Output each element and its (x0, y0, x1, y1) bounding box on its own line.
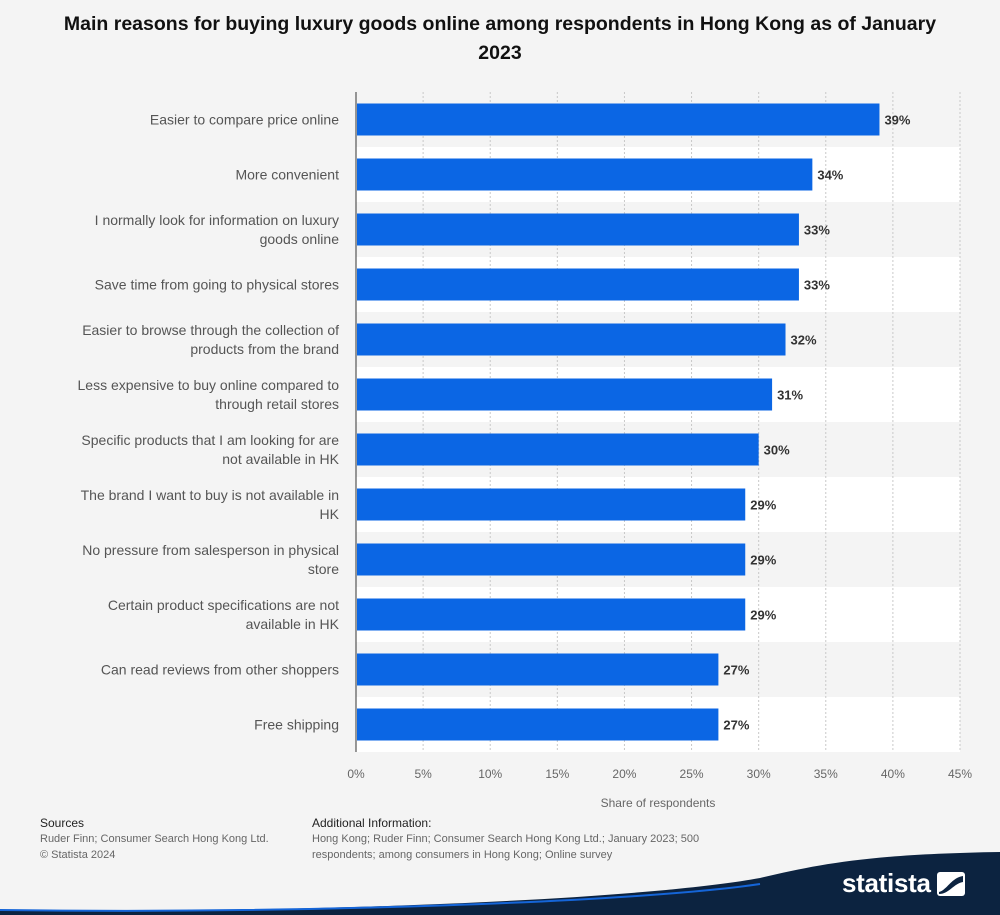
brand-wave (0, 852, 1000, 915)
category-label: Save time from going to physical stores (95, 277, 339, 293)
category-label: Less expensive to buy online compared to… (78, 377, 340, 412)
value-label: 33% (804, 223, 830, 238)
value-label: 33% (804, 278, 830, 293)
bar[interactable] (357, 323, 786, 356)
bar[interactable] (357, 213, 799, 246)
value-label: 39% (884, 113, 910, 128)
bars (357, 103, 880, 741)
bar[interactable] (357, 653, 719, 686)
category-label: Specific products that I am looking for … (81, 432, 339, 467)
x-tick-label: 5% (414, 767, 432, 781)
brand-name: statista (842, 868, 931, 898)
x-axis-title: Share of respondents (601, 796, 716, 810)
bar[interactable] (357, 378, 773, 411)
statista-logo-icon (936, 871, 965, 896)
category-label: Can read reviews from other shoppers (101, 662, 339, 678)
bar[interactable] (357, 103, 880, 136)
category-label: The brand I want to buy is not available… (81, 487, 340, 522)
additional-text: Hong Kong; Ruder Finn; Consumer Search H… (312, 833, 700, 861)
x-tick-label: 25% (680, 767, 704, 781)
value-label: 29% (750, 608, 776, 623)
value-label: 30% (764, 443, 790, 458)
x-tick-label: 0% (347, 767, 365, 781)
bar[interactable] (357, 543, 746, 576)
bar[interactable] (357, 598, 746, 631)
value-label: 34% (817, 168, 843, 183)
category-labels: Easier to compare price online More conve… (78, 112, 340, 733)
x-tick-label: 15% (545, 767, 569, 781)
category-label: Easier to compare price online (150, 112, 339, 128)
x-tick-label: 10% (478, 767, 502, 781)
value-label: 29% (750, 498, 776, 513)
bar[interactable] (357, 488, 746, 521)
additional-info-block: Additional Information: Hong Kong; Ruder… (312, 815, 732, 863)
value-label: 32% (791, 333, 817, 348)
bar-chart: Easier to compare price online More conve… (78, 92, 972, 810)
value-label: 29% (750, 553, 776, 568)
statista-logo[interactable]: statista (842, 868, 965, 899)
bar[interactable] (357, 708, 719, 741)
x-tick-label: 35% (814, 767, 838, 781)
sources-text[interactable]: Ruder Finn; Consumer Search Hong Kong Lt… (40, 833, 269, 845)
category-label: Easier to browse through the collection … (82, 322, 339, 357)
chart-title: Main reasons for buying luxury goods onl… (63, 13, 937, 64)
gridlines (422, 92, 961, 752)
x-tick-label: 20% (612, 767, 636, 781)
value-label: 27% (723, 718, 749, 733)
x-tick-label: 40% (881, 767, 905, 781)
value-label: 31% (777, 388, 803, 403)
bar[interactable] (357, 158, 813, 191)
bar[interactable] (357, 433, 759, 466)
category-label: Free shipping (254, 717, 339, 733)
x-tick-label: 45% (948, 767, 972, 781)
category-label: Certain product specifications are not av… (108, 597, 340, 632)
bar[interactable] (357, 268, 799, 301)
sources-heading: Sources (40, 816, 85, 830)
category-label: I normally look for information on luxur… (95, 212, 340, 247)
copyright: © Statista 2024 (40, 849, 116, 861)
category-label: No pressure from salesperson in physical… (82, 542, 339, 577)
tick-labels: 0% 5% 10% 15% 20% 25% 30% 35% 40% 45% (347, 767, 972, 781)
value-label: 27% (723, 663, 749, 678)
sources-block: Sources Ruder Finn; Consumer Search Hong… (40, 815, 269, 863)
additional-heading: Additional Information: (312, 816, 432, 830)
category-label: More convenient (235, 167, 339, 183)
x-tick-label: 30% (747, 767, 771, 781)
value-labels: 39% 34% 33% 33% 32% 31% 30% 29% 29% 29% 27% 27% (723, 113, 911, 733)
